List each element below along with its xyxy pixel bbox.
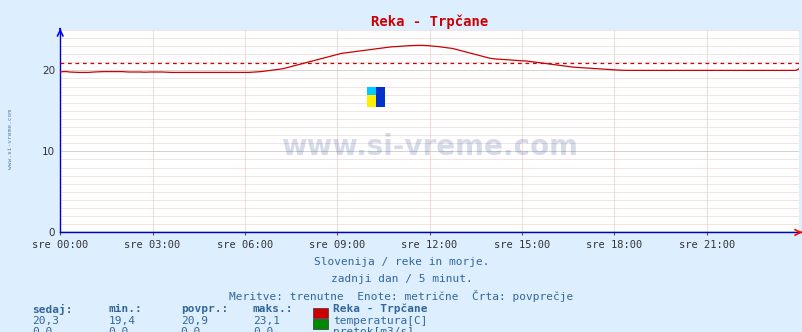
Text: pretok[m3/s]: pretok[m3/s] [333, 327, 414, 332]
Text: povpr.:: povpr.: [180, 304, 228, 314]
Text: Reka - Trpčane: Reka - Trpčane [333, 304, 427, 314]
Bar [367, 87, 375, 107]
Title: Reka - Trpčane: Reka - Trpčane [371, 14, 488, 29]
Text: min.:: min.: [108, 304, 142, 314]
Text: sedaj:: sedaj: [32, 304, 72, 315]
Text: 20,9: 20,9 [180, 316, 208, 326]
Text: 0,0: 0,0 [253, 327, 273, 332]
Text: Slovenija / reke in morje.: Slovenija / reke in morje. [314, 257, 488, 267]
Text: zadnji dan / 5 minut.: zadnji dan / 5 minut. [330, 274, 472, 284]
Text: Meritve: trenutne  Enote: metrične  Črta: povprečje: Meritve: trenutne Enote: metrične Črta: … [229, 290, 573, 302]
Text: www.si-vreme.com: www.si-vreme.com [8, 110, 13, 169]
Text: 23,1: 23,1 [253, 316, 280, 326]
Text: www.si-vreme.com: www.si-vreme.com [281, 133, 577, 161]
Bar [375, 87, 384, 107]
Text: 19,4: 19,4 [108, 316, 136, 326]
Text: temperatura[C]: temperatura[C] [333, 316, 427, 326]
Text: 20,3: 20,3 [32, 316, 59, 326]
Text: 0,0: 0,0 [108, 327, 128, 332]
Bar [367, 87, 375, 95]
Text: 0,0: 0,0 [32, 327, 52, 332]
Text: 0,0: 0,0 [180, 327, 200, 332]
Text: maks.:: maks.: [253, 304, 293, 314]
